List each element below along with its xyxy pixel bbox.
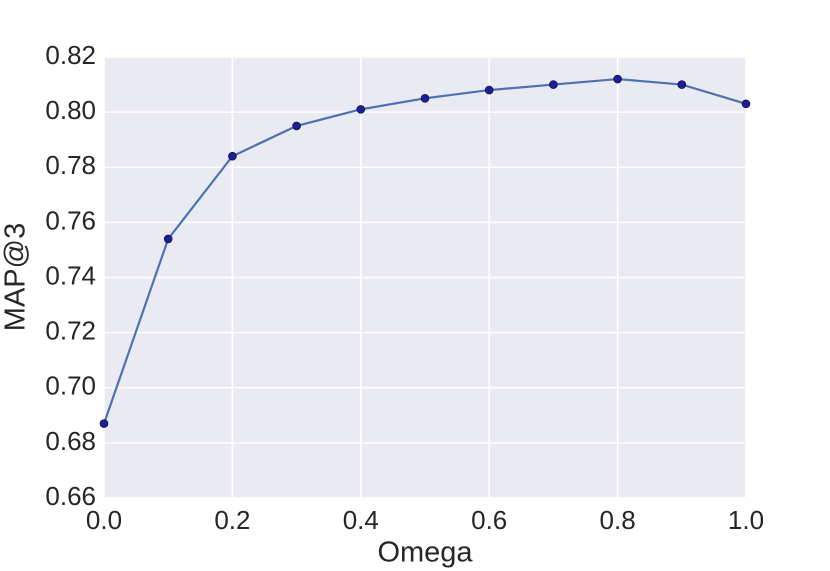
- data-point: [677, 80, 687, 89]
- data-point: [549, 80, 558, 89]
- data-point: [99, 419, 109, 428]
- y-tick-label: 0.72: [45, 316, 96, 346]
- y-tick-label: 0.76: [45, 205, 96, 235]
- y-tick-label: 0.80: [45, 95, 96, 125]
- x-tick-label: 0.2: [214, 505, 250, 535]
- x-tick-label: 0.4: [343, 505, 379, 535]
- y-tick-label: 0.66: [45, 481, 96, 511]
- x-tick-label: 0.0: [86, 505, 122, 535]
- x-tick-label: 1.0: [728, 505, 764, 535]
- data-point: [741, 99, 751, 109]
- data-point: [356, 105, 366, 114]
- y-tick-label: 0.82: [45, 40, 96, 70]
- y-tick-label: 0.68: [45, 426, 96, 456]
- y-axis-label: MAP@3: [0, 223, 32, 331]
- data-point: [292, 121, 301, 131]
- data-point: [228, 151, 237, 161]
- data-point: [613, 74, 622, 84]
- x-axis-label: Omega: [377, 537, 473, 569]
- data-point: [163, 234, 173, 244]
- y-tick-label: 0.78: [45, 150, 96, 180]
- x-tick-label: 0.6: [471, 505, 507, 535]
- y-tick-label: 0.70: [45, 371, 96, 401]
- data-point: [420, 94, 430, 103]
- x-tick-label: 0.8: [600, 505, 636, 535]
- data-point: [484, 85, 494, 95]
- y-tick-label: 0.74: [45, 260, 96, 290]
